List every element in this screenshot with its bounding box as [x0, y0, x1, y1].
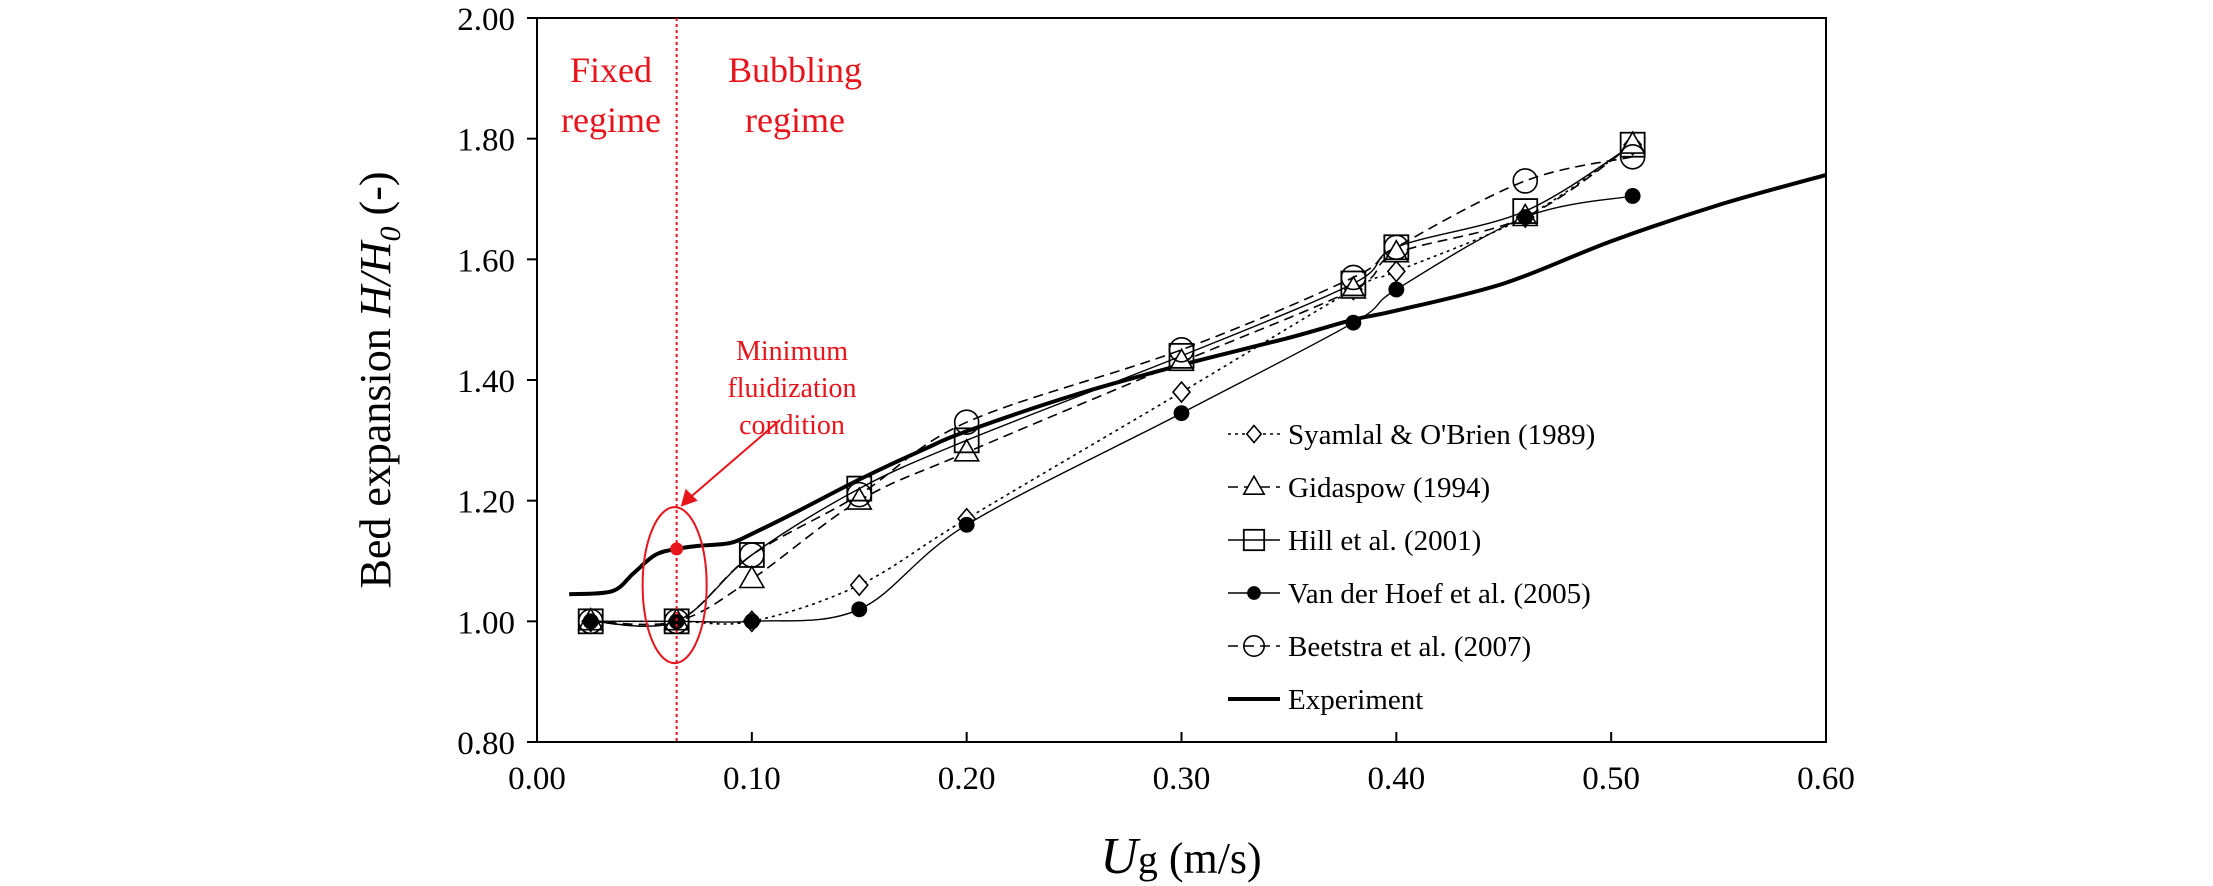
data-point-circle	[577, 608, 604, 635]
bubbling-regime-label: Bubbling	[728, 50, 862, 90]
data-point-circle	[739, 542, 765, 568]
y-axis-title-prefix: Bed expansion	[351, 317, 400, 588]
data-point-filled-circle	[851, 601, 868, 618]
legend: Syamlal & O'Brien (1989) Gidaspow (1994) H…	[1228, 419, 1595, 716]
legend-marker-filled-circle	[1247, 586, 1261, 600]
data-point-triangle	[953, 438, 981, 462]
y-tick-label: 1.00	[457, 605, 515, 641]
legend-marker-circle	[1243, 634, 1266, 657]
data-point-triangle	[738, 564, 766, 589]
axis-ticks: 0.00 0.10 0.20 0.30 0.40 0.50 0.60 0.80 1.00 1.20…	[457, 2, 1855, 797]
data-point-filled-circle	[582, 613, 599, 630]
data-point-square	[953, 427, 980, 454]
series-line-1	[590, 144, 1634, 626]
data-point-filled-circle	[1345, 314, 1362, 331]
data-point-filled-circle	[1388, 281, 1405, 298]
series-lines	[569, 144, 1827, 627]
data-point-diamond	[1386, 260, 1406, 283]
series-line-3	[590, 195, 1633, 623]
x-axis-title-rest: (m/s)	[1158, 834, 1262, 883]
data-point-diamond	[849, 573, 869, 597]
x-tick-label: 0.10	[723, 761, 781, 797]
y-tick-label: 0.80	[457, 726, 515, 762]
legend-entry-label: Experiment	[1288, 684, 1423, 716]
legend-entry-label: Syamlal & O'Brien (1989)	[1288, 419, 1595, 451]
data-point-triangle	[1382, 239, 1410, 263]
min-fluidization-arrowhead	[680, 488, 698, 507]
data-point-circle	[1512, 168, 1539, 194]
legend-entry-label: Beetstra et al. (2007)	[1288, 631, 1531, 663]
data-point-triangle	[845, 486, 873, 510]
y-tick-label: 2.00	[457, 2, 515, 38]
data-point-filled-circle	[1517, 209, 1534, 226]
min-fluidization-point	[670, 542, 684, 556]
data-point-square	[1619, 131, 1646, 158]
y-axis-title: Bed expansion H/H0 (-)	[351, 171, 407, 588]
min-fluidization-ellipse	[641, 506, 708, 665]
data-point-circle	[1619, 143, 1646, 170]
y-tick-label: 1.60	[457, 243, 515, 279]
y-tick-label: 1.20	[457, 485, 515, 521]
data-point-circle	[1383, 234, 1410, 261]
series-line-4	[590, 156, 1633, 627]
data-point-filled-circle	[1173, 405, 1190, 422]
min-fluidization-label: fluidization	[727, 373, 856, 404]
y-axis-title-italic: H/H	[351, 239, 400, 318]
annotations: Fixed regime Bubbling regime Minimum fluidiza…	[561, 18, 862, 742]
x-axis-title: Ug (m/s)	[1100, 828, 1261, 885]
data-point-square	[1340, 270, 1367, 297]
data-point-circle	[953, 409, 980, 436]
y-axis-title-subscript: 0	[374, 226, 407, 241]
legend-entry-label: Van der Hoef et al. (2005)	[1288, 578, 1591, 610]
series-markers	[577, 130, 1647, 635]
x-axis-title-italic: U	[1100, 828, 1141, 885]
x-tick-label: 0.00	[508, 761, 566, 797]
x-tick-label: 0.60	[1797, 761, 1855, 797]
data-point-square	[1168, 342, 1195, 369]
data-point-diamond	[1171, 380, 1192, 404]
y-tick-label: 1.40	[457, 364, 515, 400]
fixed-regime-label: Fixed	[570, 50, 652, 90]
x-tick-label: 0.40	[1367, 761, 1425, 797]
fixed-regime-label: regime	[561, 100, 661, 140]
min-fluidization-label: Minimum	[736, 336, 848, 367]
legend-marker-diamond	[1245, 424, 1263, 444]
data-point-triangle	[1619, 130, 1647, 154]
y-axis-title-suffix: (-)	[351, 171, 400, 226]
data-point-filled-circle	[1624, 188, 1641, 204]
data-point-circle	[1340, 264, 1367, 291]
legend-entry-label: Gidaspow (1994)	[1288, 472, 1490, 504]
x-tick-label: 0.30	[1153, 761, 1211, 797]
data-point-filled-circle	[958, 516, 975, 533]
data-point-circle	[1168, 337, 1195, 363]
bubbling-regime-label: regime	[745, 100, 845, 140]
data-point-circle	[663, 608, 690, 635]
x-tick-label: 0.20	[938, 761, 996, 797]
min-fluidization-arrow	[687, 419, 781, 500]
legend-entry-label: Hill et al. (2001)	[1288, 525, 1481, 557]
legend-marker-square	[1242, 528, 1266, 552]
min-fluidization-label: condition	[739, 410, 845, 441]
x-tick-label: 0.50	[1582, 761, 1640, 797]
data-point-square	[846, 475, 873, 502]
data-point-filled-circle	[743, 613, 760, 630]
y-tick-label: 1.80	[457, 123, 515, 159]
legend-marker-triangle	[1242, 474, 1266, 495]
x-axis-title-subscript: g	[1138, 837, 1158, 882]
data-point-circle	[846, 481, 873, 508]
